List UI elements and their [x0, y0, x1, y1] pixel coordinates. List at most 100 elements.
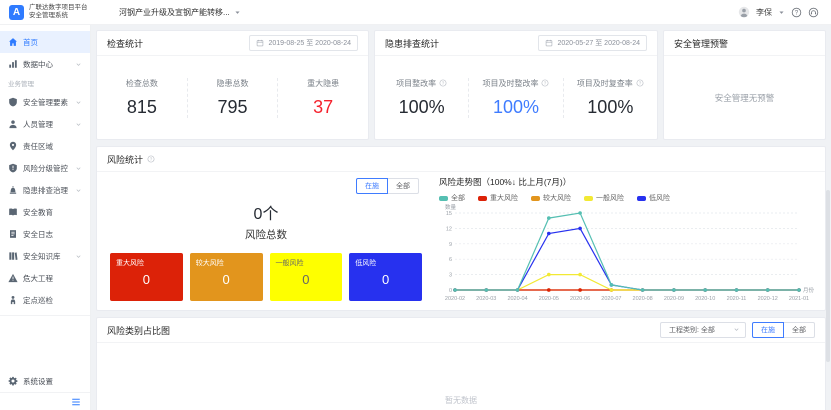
sidebar-item[interactable]: 安全教育	[0, 201, 90, 223]
sidebar-section-label: 业务管理	[8, 81, 34, 88]
sidebar-item[interactable]: 安全日志	[0, 223, 90, 245]
svg-text:3: 3	[449, 273, 452, 279]
sidebar-item-label: 责任区域	[23, 141, 53, 151]
svg-text:2020-10: 2020-10	[695, 296, 715, 302]
risk-box-value: 0	[302, 272, 310, 287]
legend-item[interactable]: 全部	[439, 193, 465, 203]
toggle-button[interactable]: 全部	[783, 322, 815, 338]
stat-item: 项目整改率? 100%	[375, 78, 468, 118]
card-title: 检查统计	[107, 38, 144, 49]
no-data-text: 暂无数据	[445, 396, 477, 405]
sidebar-item[interactable]: 首页	[0, 31, 90, 53]
svg-text:?: ?	[150, 157, 153, 162]
sidebar-item[interactable]: 人员管理	[0, 113, 90, 135]
chart-legend: 全部 重大风险 较大风险 一般风险 低风险	[439, 193, 825, 203]
sidebar-item[interactable]: 责任区域	[0, 135, 90, 157]
collapse-menu-icon[interactable]	[71, 397, 81, 407]
sidebar-item[interactable]: 数据中心	[0, 53, 90, 75]
no-warning-text: 安全管理无预警	[714, 92, 775, 103]
system-name: 安全管理系统	[29, 12, 68, 19]
sidebar-item[interactable]: 隐患排查治理	[0, 179, 90, 201]
sidebar-item[interactable]: 安全知识库	[0, 245, 90, 267]
risk-level-box: 一般风险 0	[269, 253, 343, 301]
risk-summary-panel: 在施 全部 0个 风险总数 重大风险 0 较大风险 0 一般风险 0 低风险 0	[107, 176, 425, 310]
date-range-picker[interactable]: 2020-05-27 至 2020-08-24	[538, 35, 647, 51]
help-icon: ?	[541, 79, 549, 87]
legend-label: 低风险	[649, 195, 670, 202]
risk-total: 0个 风险总数	[107, 200, 425, 242]
alarm-icon	[8, 185, 18, 195]
user-avatar-icon[interactable]	[738, 6, 750, 18]
caret-down-icon	[234, 9, 241, 16]
stat-label: 项目及时整改率?	[469, 78, 562, 89]
calendar-icon	[256, 39, 264, 47]
stat-value: 37	[313, 96, 334, 117]
svg-text:?: ?	[544, 81, 547, 86]
stat-item: 隐患总数 795	[186, 77, 278, 118]
sidebar-divider	[0, 315, 90, 316]
home-icon	[8, 37, 18, 47]
toggle-button[interactable]: 全部	[387, 178, 419, 194]
risk-category-card: 风险类别占比图 工程类别: 全部 在施 全部 暂无数据	[96, 317, 826, 410]
user-name[interactable]: 李保	[756, 7, 772, 17]
inspection-stats-card: 检查统计 2019-08-25 至 2020-08-24 检查总数 815 隐患总数…	[96, 30, 369, 140]
date-range-value: 2019-08-25 至 2020-08-24	[268, 40, 351, 47]
toggle-button[interactable]: 在施	[356, 178, 388, 194]
legend-swatch	[439, 195, 448, 201]
svg-text:?: ?	[639, 81, 642, 86]
risk-trend-panel: 风险走势图（100%↓ 比上月(7月)） 全部 重大风险 较大风险 一般风险 低风险 0…	[425, 176, 825, 310]
help-circle-icon[interactable]: ?	[791, 7, 802, 18]
legend-item[interactable]: 重大风险	[478, 193, 518, 203]
stat-item: 检查总数 815	[97, 78, 187, 118]
svg-text:2020-04: 2020-04	[507, 296, 527, 302]
sidebar-footer	[0, 392, 90, 410]
project-type-value: 工程类别: 全部	[669, 327, 715, 334]
risk-box-value: 0	[382, 272, 390, 287]
scrollbar-thumb[interactable]	[826, 190, 830, 362]
stat-value: 100%	[492, 96, 540, 117]
journal-icon	[8, 229, 18, 239]
risk-box-label: 低风险	[355, 260, 377, 267]
logo-icon: A	[9, 4, 24, 20]
legend-item[interactable]: 低风险	[637, 193, 670, 203]
legend-item[interactable]: 一般风险	[584, 193, 624, 203]
people-icon	[8, 119, 18, 129]
svg-text:2020-09: 2020-09	[664, 296, 684, 302]
stat-value: 100%	[398, 96, 445, 117]
svg-text:2020-02: 2020-02	[445, 296, 465, 302]
card-title: 风险类别占比图	[107, 325, 171, 336]
chevron-down-icon	[75, 99, 82, 106]
risk-level-box: 低风险 0	[349, 253, 422, 301]
svg-text:2020-08: 2020-08	[633, 296, 653, 302]
category-scope-toggle: 在施 全部	[752, 322, 815, 338]
svg-text:数量: 数量	[445, 203, 457, 211]
project-selector-label: 河钢产业升级及宣钢产能转移...	[119, 7, 230, 17]
sidebar-item-label: 系统设置	[23, 376, 53, 386]
customer-service-icon[interactable]	[808, 7, 819, 18]
toggle-button[interactable]: 在施	[752, 322, 784, 338]
sidebar-item[interactable]: 安全管理要素	[0, 91, 90, 113]
sidebar-item[interactable]: 风险分级管控	[0, 157, 90, 179]
warning-triangle-icon	[8, 273, 18, 283]
date-range-picker[interactable]: 2019-08-25 至 2020-08-24	[249, 35, 358, 51]
card-title: 安全管理预警	[674, 38, 729, 49]
stat-label: 项目及时复查率?	[564, 78, 657, 89]
card-title: 风险统计	[107, 154, 144, 165]
chevron-down-icon	[75, 61, 82, 68]
stat-value: 795	[217, 96, 248, 117]
risk-level-boxes: 重大风险 0 较大风险 0 一般风险 0 低风险 0	[107, 253, 425, 301]
project-selector[interactable]: 河钢产业升级及宣钢产能转移...	[119, 7, 241, 18]
svg-text:?: ?	[795, 9, 799, 16]
legend-item[interactable]: 较大风险	[531, 193, 571, 203]
chevron-down-icon	[733, 326, 740, 333]
project-type-select[interactable]: 工程类别: 全部	[660, 322, 746, 338]
sidebar-item-label: 人员管理	[23, 119, 53, 129]
svg-text:12: 12	[446, 226, 452, 232]
risk-box-label: 重大风险	[116, 260, 144, 267]
legend-swatch	[637, 195, 646, 201]
sidebar-item-settings[interactable]: 系统设置	[0, 370, 90, 392]
sidebar-item[interactable]: 定点巡检	[0, 289, 90, 311]
sidebar-item[interactable]: 危大工程	[0, 267, 90, 289]
sidebar-item-label: 隐患排查治理	[23, 185, 68, 195]
legend-swatch	[478, 195, 487, 201]
